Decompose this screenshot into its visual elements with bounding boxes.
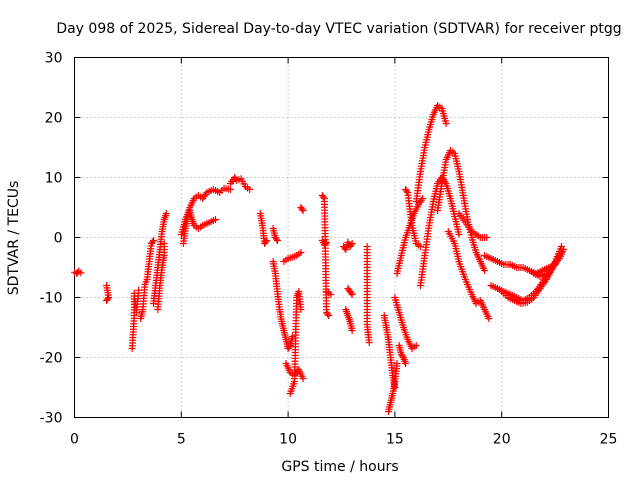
y-tick-label: 20: [45, 111, 63, 127]
data-point-s3: [150, 237, 158, 244]
data-point-s32: [485, 315, 493, 322]
x-tick-label: 0: [70, 432, 79, 448]
data-point-s22: [365, 339, 373, 346]
data-point-s28: [417, 243, 425, 250]
data-point-s1: [104, 295, 112, 303]
y-tick-label: 30: [45, 51, 63, 67]
data-point-s3: [148, 238, 156, 246]
data-point-s21: [348, 291, 356, 298]
tick-labels: 0 5 10 15 20 25 -30 -20 -10 0 10 20 30: [40, 51, 618, 448]
data-point-s12: [297, 249, 305, 256]
data-point-s31: [481, 267, 489, 274]
y-tick-label: 10: [45, 171, 63, 187]
x-tick-label: 15: [386, 432, 404, 448]
data-point-s4: [162, 210, 170, 217]
data-point-s28: [403, 187, 411, 195]
data-point-s37: [560, 246, 568, 253]
data-point-s5: [160, 240, 168, 247]
data-point-s16: [325, 312, 333, 319]
data-point-s14: [297, 306, 305, 313]
data-point-s16: [319, 193, 327, 201]
data-point-s33: [483, 234, 491, 241]
data-point-s21: [347, 289, 355, 297]
x-tick-label: 10: [279, 432, 297, 448]
data-point-s11: [288, 333, 296, 340]
data-point-s19: [347, 241, 355, 249]
x-tick-label: 5: [177, 432, 186, 448]
data-point-s30: [455, 231, 463, 238]
data-point-s11: [285, 343, 293, 351]
data-point-s27: [419, 195, 427, 202]
data-point-s15: [298, 205, 306, 213]
chart-title: Day 098 of 2025, Sidereal Day-to-day VTE…: [56, 21, 621, 37]
y-tick-label: -10: [40, 291, 63, 307]
grid-lines: [74, 57, 609, 418]
data-point-s19: [348, 240, 356, 247]
data-point-s9: [263, 237, 271, 244]
y-tick-label: 0: [54, 231, 63, 247]
data-points: [71, 102, 568, 415]
data-point-s29: [442, 120, 450, 127]
x-axis-label: GPS time / hours: [281, 459, 398, 475]
y-axis-label: SDTVAR / TECUs: [6, 181, 22, 296]
data-point-start: [77, 269, 85, 277]
x-tick-label: 25: [600, 432, 618, 448]
data-point-s9: [262, 238, 270, 246]
data-point-s16: [324, 310, 332, 318]
y-tick-label: -20: [40, 351, 63, 367]
data-point-s10: [273, 237, 281, 244]
data-point-s15: [299, 207, 307, 214]
data-point-s10: [272, 235, 280, 243]
plot-frame: [74, 57, 609, 418]
data-point-s18: [327, 291, 335, 298]
y-tick-label: -30: [40, 411, 63, 427]
data-point-s25: [412, 342, 420, 349]
data-point-s24: [393, 360, 401, 367]
data-point-s6: [226, 186, 234, 193]
data-point-s13: [299, 375, 307, 382]
data-point-s17: [323, 238, 331, 246]
data-point-s26: [402, 360, 410, 367]
data-point-s7: [211, 216, 219, 223]
x-tick-label: 20: [493, 432, 511, 448]
data-point-s17: [321, 240, 329, 247]
data-point-s8: [246, 186, 254, 193]
data-point-s20: [348, 327, 356, 334]
data-point-s1: [103, 297, 111, 304]
data-point-s2: [135, 286, 143, 294]
